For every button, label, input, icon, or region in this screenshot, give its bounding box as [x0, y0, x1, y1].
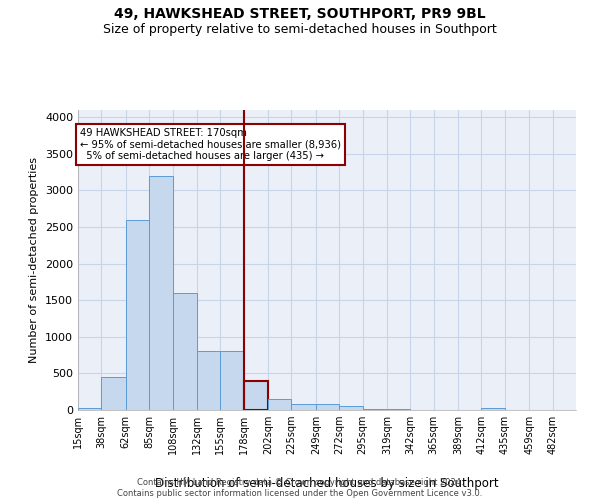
Bar [268, 399, 292, 410]
Bar [292, 404, 316, 410]
Bar [316, 404, 339, 410]
Bar [173, 293, 197, 410]
Bar [101, 377, 126, 410]
Y-axis label: Number of semi-detached properties: Number of semi-detached properties [29, 157, 40, 363]
Text: Size of property relative to semi-detached houses in Southport: Size of property relative to semi-detach… [103, 22, 497, 36]
Bar [78, 408, 101, 410]
Bar [149, 176, 173, 410]
Bar [339, 406, 362, 410]
Text: 49, HAWKSHEAD STREET, SOUTHPORT, PR9 9BL: 49, HAWKSHEAD STREET, SOUTHPORT, PR9 9BL [114, 8, 486, 22]
Text: Distribution of semi-detached houses by size in Southport: Distribution of semi-detached houses by … [155, 477, 499, 490]
Text: Contains HM Land Registry data © Crown copyright and database right 2024.
Contai: Contains HM Land Registry data © Crown c… [118, 478, 482, 498]
Bar [244, 382, 268, 410]
Bar [481, 408, 505, 410]
Bar [126, 220, 149, 410]
Text: 49 HAWKSHEAD STREET: 170sqm
← 95% of semi-detached houses are smaller (8,936)
  : 49 HAWKSHEAD STREET: 170sqm ← 95% of sem… [80, 128, 341, 162]
Bar [197, 352, 220, 410]
Bar [220, 352, 244, 410]
